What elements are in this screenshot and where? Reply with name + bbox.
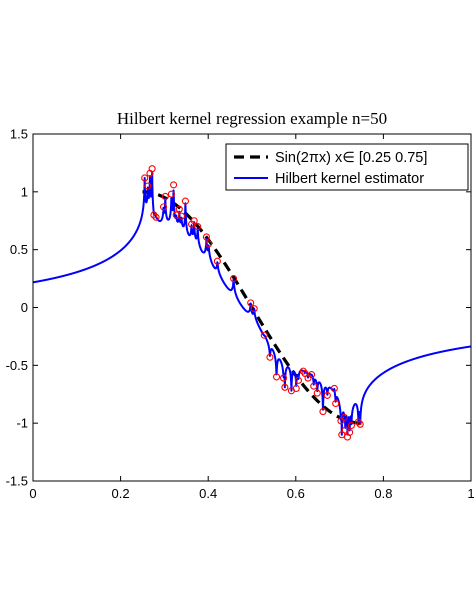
data-point xyxy=(308,371,316,379)
data-point xyxy=(332,399,340,408)
legend: Sin(2πx) x∈ [0.25 0.75] Hilbert kernel es… xyxy=(225,143,469,191)
plot-area xyxy=(33,165,471,441)
data-point xyxy=(338,431,346,439)
data-point xyxy=(167,190,175,198)
data-point xyxy=(141,174,149,182)
chart-title: Hilbert kernel regression example n=50 xyxy=(117,109,387,128)
y-tick-label: -1 xyxy=(16,416,28,431)
legend-label-true-function: Sin(2πx) x∈ [0.25 0.75] xyxy=(275,150,427,166)
y-tick-label: 0.5 xyxy=(10,242,28,257)
data-point xyxy=(181,197,189,205)
x-tick-label: 0.6 xyxy=(287,486,305,501)
data-point xyxy=(330,384,338,393)
data-point xyxy=(313,389,321,397)
legend-label-estimator: Hilbert kernel estimator xyxy=(275,171,424,187)
data-point xyxy=(346,428,354,436)
data-point xyxy=(177,212,186,220)
y-tick-label: 1 xyxy=(21,184,28,199)
data-point xyxy=(172,211,180,219)
data-point xyxy=(148,165,156,173)
data-point xyxy=(170,181,178,189)
x-tick-label: 1 xyxy=(467,486,474,501)
data-point xyxy=(213,257,221,265)
x-tick-label: 0.8 xyxy=(374,486,392,501)
data-point xyxy=(159,203,168,211)
data-point xyxy=(250,305,258,313)
data-point xyxy=(272,373,281,381)
data-point xyxy=(356,420,364,428)
data-point xyxy=(161,192,169,201)
data-point xyxy=(260,331,268,339)
x-tick-label: 0.2 xyxy=(112,486,130,501)
data-point xyxy=(279,374,288,382)
data-point xyxy=(205,240,213,248)
data-point xyxy=(190,217,198,225)
data-point xyxy=(266,353,274,361)
data-point xyxy=(247,299,255,307)
data-point xyxy=(310,382,318,390)
data-point xyxy=(319,408,327,416)
estimator-line xyxy=(33,171,471,436)
y-tick-label: -1.5 xyxy=(6,474,28,489)
y-tick-label: -0.5 xyxy=(6,358,28,373)
data-point xyxy=(152,213,160,221)
legend-box xyxy=(225,143,469,191)
data-point xyxy=(230,275,238,283)
data-point xyxy=(202,233,210,241)
data-point xyxy=(281,383,289,391)
data-point xyxy=(194,222,202,231)
data-point xyxy=(323,391,331,399)
data-point xyxy=(150,211,158,219)
data-point xyxy=(175,205,183,213)
data-point xyxy=(294,376,302,384)
x-tick-label: 0 xyxy=(29,486,36,501)
data-point xyxy=(347,421,355,430)
data-point xyxy=(292,384,300,393)
y-tick-label: 0 xyxy=(21,300,28,315)
y-tick-label: 1.5 xyxy=(10,127,28,142)
data-point xyxy=(144,182,152,190)
data-point xyxy=(340,413,348,421)
x-tick-label: 0.4 xyxy=(199,486,217,501)
axes: 0 0.2 0.4 0.6 0.8 1 1.5 1 0.5 0 -0.5 -1 -1.5 xyxy=(6,127,474,502)
